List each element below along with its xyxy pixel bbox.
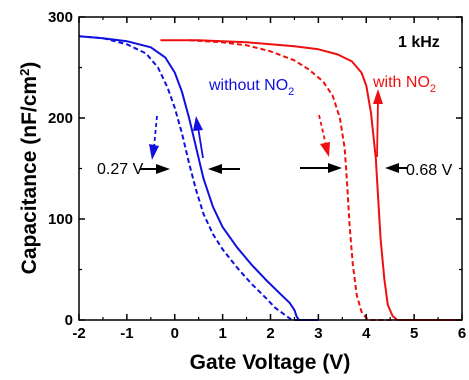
series-layer — [78, 35, 462, 321]
red-forward-arrow — [373, 89, 383, 158]
shift-arrow-with-right — [385, 163, 408, 173]
series-line-2 — [160, 39, 462, 321]
shift-arrow-with-left — [300, 163, 342, 173]
x-tick-label: -1 — [120, 325, 133, 342]
shift-arrow-without-right — [208, 164, 240, 174]
x-axis-title: Gate Voltage (V) — [190, 351, 351, 374]
with-no2-label: with NO2 — [372, 74, 436, 95]
x-tick-label: 3 — [314, 325, 322, 342]
x-tick-label: 2 — [266, 325, 274, 342]
y-tick-label: 300 — [48, 9, 73, 26]
series-line-1 — [78, 35, 309, 321]
x-tick-label: 4 — [362, 325, 371, 342]
x-tick-label: 0 — [171, 325, 179, 342]
y-tick-label: 100 — [48, 211, 73, 228]
shift-label-with: 0.68 V — [406, 162, 453, 179]
x-tick-label: -2 — [72, 325, 85, 342]
blue-forward-arrow — [193, 116, 204, 159]
blue-reverse-arrow — [149, 115, 159, 160]
x-tick-label: 5 — [410, 325, 418, 342]
x-tick-label: 6 — [458, 325, 466, 342]
red-reverse-arrow — [318, 114, 330, 157]
tick-layer: -2 -1 0 1 2 3 4 5 6 0 100 200 300 — [48, 9, 466, 342]
shift-label-without: 0.27 V — [97, 161, 144, 178]
shift-arrow-without-left — [140, 164, 170, 174]
y-tick-label: 200 — [48, 110, 73, 127]
y-tick-label: 0 — [65, 312, 73, 329]
x-tick-label: 1 — [218, 325, 226, 342]
frequency-label: 1 kHz — [398, 34, 440, 51]
y-axis-title: Capacitance (nF/cm2) — [17, 62, 41, 275]
series-line-0 — [78, 35, 319, 321]
without-no2-label: without NO2 — [208, 77, 294, 98]
